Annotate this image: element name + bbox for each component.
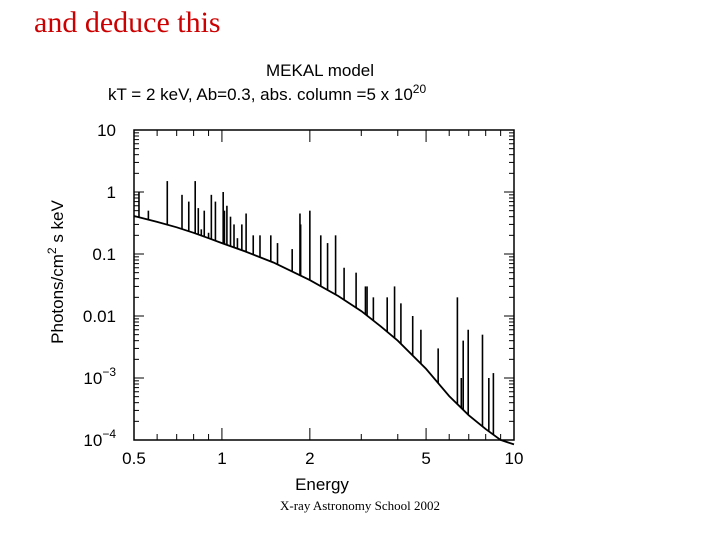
x-tick-label: 1 — [217, 449, 226, 468]
plot-area — [133, 181, 515, 446]
x-axis-label: Energy — [295, 475, 349, 494]
y-tick-label: 0.01 — [83, 307, 116, 326]
footer-text: X-ray Astronomy School 2002 — [280, 498, 440, 513]
y-tick-label: 10 — [97, 121, 116, 140]
axis-ticks — [133, 130, 515, 441]
x-tick-labels: 0.5 1 2 5 10 — [122, 449, 523, 468]
y-tick-label: 0.1 — [92, 245, 116, 264]
y-tick-labels: 10 1 0.1 0.01 10−3 10−4 — [83, 121, 116, 450]
slide-title: and deduce this — [34, 6, 221, 39]
y-tick-label: 10−4 — [83, 427, 116, 450]
y-tick-label: 10−3 — [83, 365, 116, 388]
continuum-line — [133, 215, 515, 446]
chart-title: MEKAL model — [266, 61, 374, 80]
y-tick-label: 1 — [107, 183, 116, 202]
x-tick-label: 0.5 — [122, 449, 146, 468]
plot-frame — [133, 129, 515, 441]
chart-subtitle: kT = 2 keV, Ab=0.3, abs. column =5 x 102… — [108, 82, 426, 104]
y-axis-label: Photons/cm2 s keV — [45, 199, 67, 343]
x-tick-label: 10 — [505, 449, 524, 468]
x-tick-label: 2 — [305, 449, 314, 468]
x-tick-label: 5 — [421, 449, 430, 468]
